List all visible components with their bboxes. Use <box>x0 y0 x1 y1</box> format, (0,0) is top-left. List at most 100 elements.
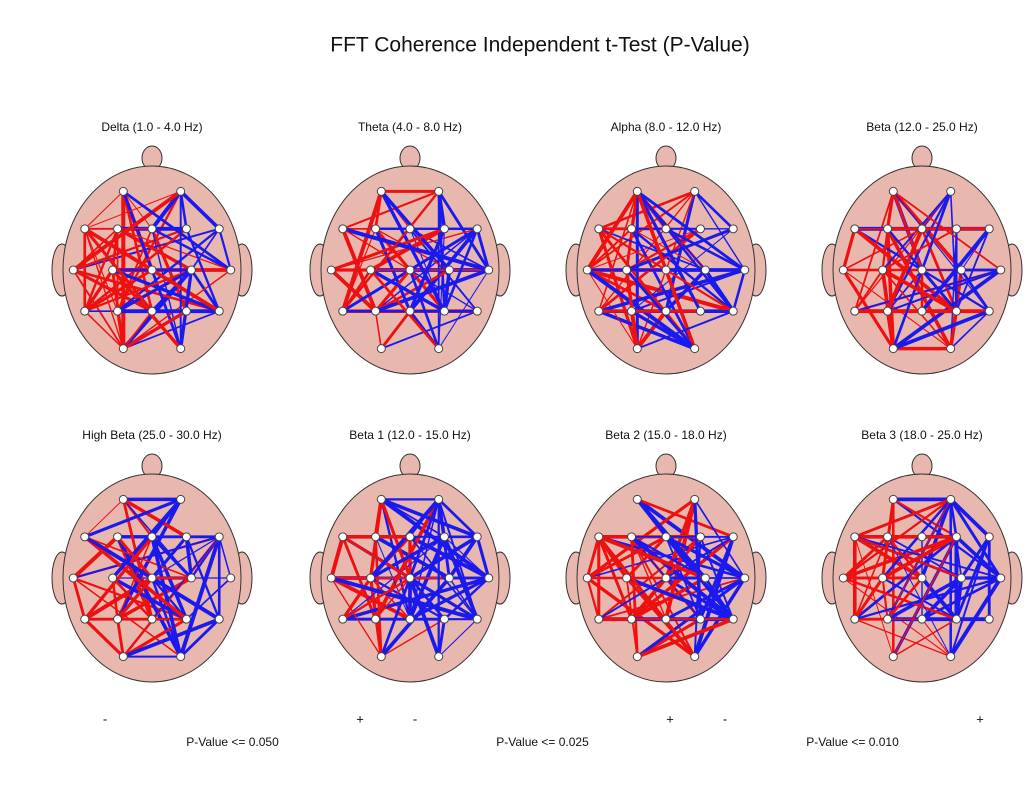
electrode <box>148 307 156 315</box>
electrode <box>741 266 749 274</box>
panel-title: Beta 2 (15.0 - 18.0 Hz) <box>605 428 726 442</box>
electrode <box>440 615 448 623</box>
electrode <box>119 653 127 661</box>
electrode <box>628 307 636 315</box>
head-map: Beta 3 (18.0 - 25.0 Hz) <box>822 428 1022 682</box>
head-map: Beta (12.0 - 25.0 Hz) <box>822 120 1022 374</box>
electrode <box>377 653 385 661</box>
electrode <box>691 345 699 353</box>
electrode <box>114 615 122 623</box>
electrode <box>406 533 414 541</box>
electrode <box>406 225 414 233</box>
electrode <box>729 533 737 541</box>
electrode <box>367 574 375 582</box>
electrode <box>406 266 414 274</box>
head-map: Delta (1.0 - 4.0 Hz) <box>52 120 252 374</box>
electrode <box>81 533 89 541</box>
electrode <box>628 225 636 233</box>
legend-label: P-Value <= 0.050 <box>186 735 279 749</box>
electrode <box>952 615 960 623</box>
electrode <box>851 615 859 623</box>
electrode <box>227 266 235 274</box>
electrode <box>327 266 335 274</box>
electrode <box>182 615 190 623</box>
electrode <box>473 615 481 623</box>
electrode <box>701 574 709 582</box>
electrode <box>69 266 77 274</box>
electrode <box>952 533 960 541</box>
electrode <box>952 307 960 315</box>
electrode <box>918 225 926 233</box>
electrode <box>918 533 926 541</box>
electrode <box>148 225 156 233</box>
electrode <box>952 225 960 233</box>
electrode <box>628 615 636 623</box>
electrode <box>177 495 185 503</box>
panel-title: Beta 3 (18.0 - 25.0 Hz) <box>861 428 982 442</box>
electrode <box>114 225 122 233</box>
electrode <box>595 615 603 623</box>
electrode <box>445 574 453 582</box>
electrode <box>339 225 347 233</box>
panel-title: High Beta (25.0 - 30.0 Hz) <box>82 428 221 442</box>
electrode <box>595 225 603 233</box>
electrode <box>662 225 670 233</box>
electrode <box>879 266 887 274</box>
legend-plus: + <box>976 711 984 726</box>
electrode <box>377 187 385 195</box>
legend-label: P-Value <= 0.025 <box>496 735 589 749</box>
electrode <box>851 225 859 233</box>
head-map: High Beta (25.0 - 30.0 Hz) <box>52 428 252 682</box>
electrode <box>372 307 380 315</box>
electrode <box>114 533 122 541</box>
electrode <box>662 533 670 541</box>
electrode <box>696 615 704 623</box>
electrode <box>985 225 993 233</box>
head-map: Theta (4.0 - 8.0 Hz) <box>310 120 510 374</box>
electrode <box>985 307 993 315</box>
legend-minus: - <box>413 711 417 726</box>
figure: FFT Coherence Independent t-Test (P-Valu… <box>0 0 1026 785</box>
electrode <box>839 574 847 582</box>
electrode <box>377 495 385 503</box>
electrode <box>851 533 859 541</box>
electrode <box>119 495 127 503</box>
electrode <box>729 225 737 233</box>
electrode <box>918 615 926 623</box>
electrode <box>662 615 670 623</box>
electrode <box>367 266 375 274</box>
electrode <box>440 225 448 233</box>
electrode <box>918 574 926 582</box>
legend-minus: - <box>723 711 727 726</box>
electrode <box>372 533 380 541</box>
legend-minus: - <box>103 711 107 726</box>
electrode <box>918 266 926 274</box>
electrode <box>485 266 493 274</box>
electrode <box>473 307 481 315</box>
electrode <box>884 615 892 623</box>
electrode <box>884 225 892 233</box>
electrode <box>633 345 641 353</box>
electrode <box>729 615 737 623</box>
electrode <box>435 187 443 195</box>
electrode <box>957 266 965 274</box>
electrode <box>729 307 737 315</box>
head-map: Beta 1 (12.0 - 15.0 Hz) <box>310 428 510 682</box>
electrode <box>947 653 955 661</box>
electrode <box>741 574 749 582</box>
electrode <box>595 533 603 541</box>
electrode <box>583 266 591 274</box>
electrode <box>851 307 859 315</box>
electrode <box>884 533 892 541</box>
electrode <box>947 345 955 353</box>
electrode <box>327 574 335 582</box>
electrode <box>339 307 347 315</box>
electrode <box>182 307 190 315</box>
electrode <box>623 574 631 582</box>
electrode <box>691 495 699 503</box>
electrode <box>662 307 670 315</box>
electrode <box>406 307 414 315</box>
electrode <box>435 495 443 503</box>
electrode <box>485 574 493 582</box>
figure-title: FFT Coherence Independent t-Test (P-Valu… <box>330 34 749 57</box>
